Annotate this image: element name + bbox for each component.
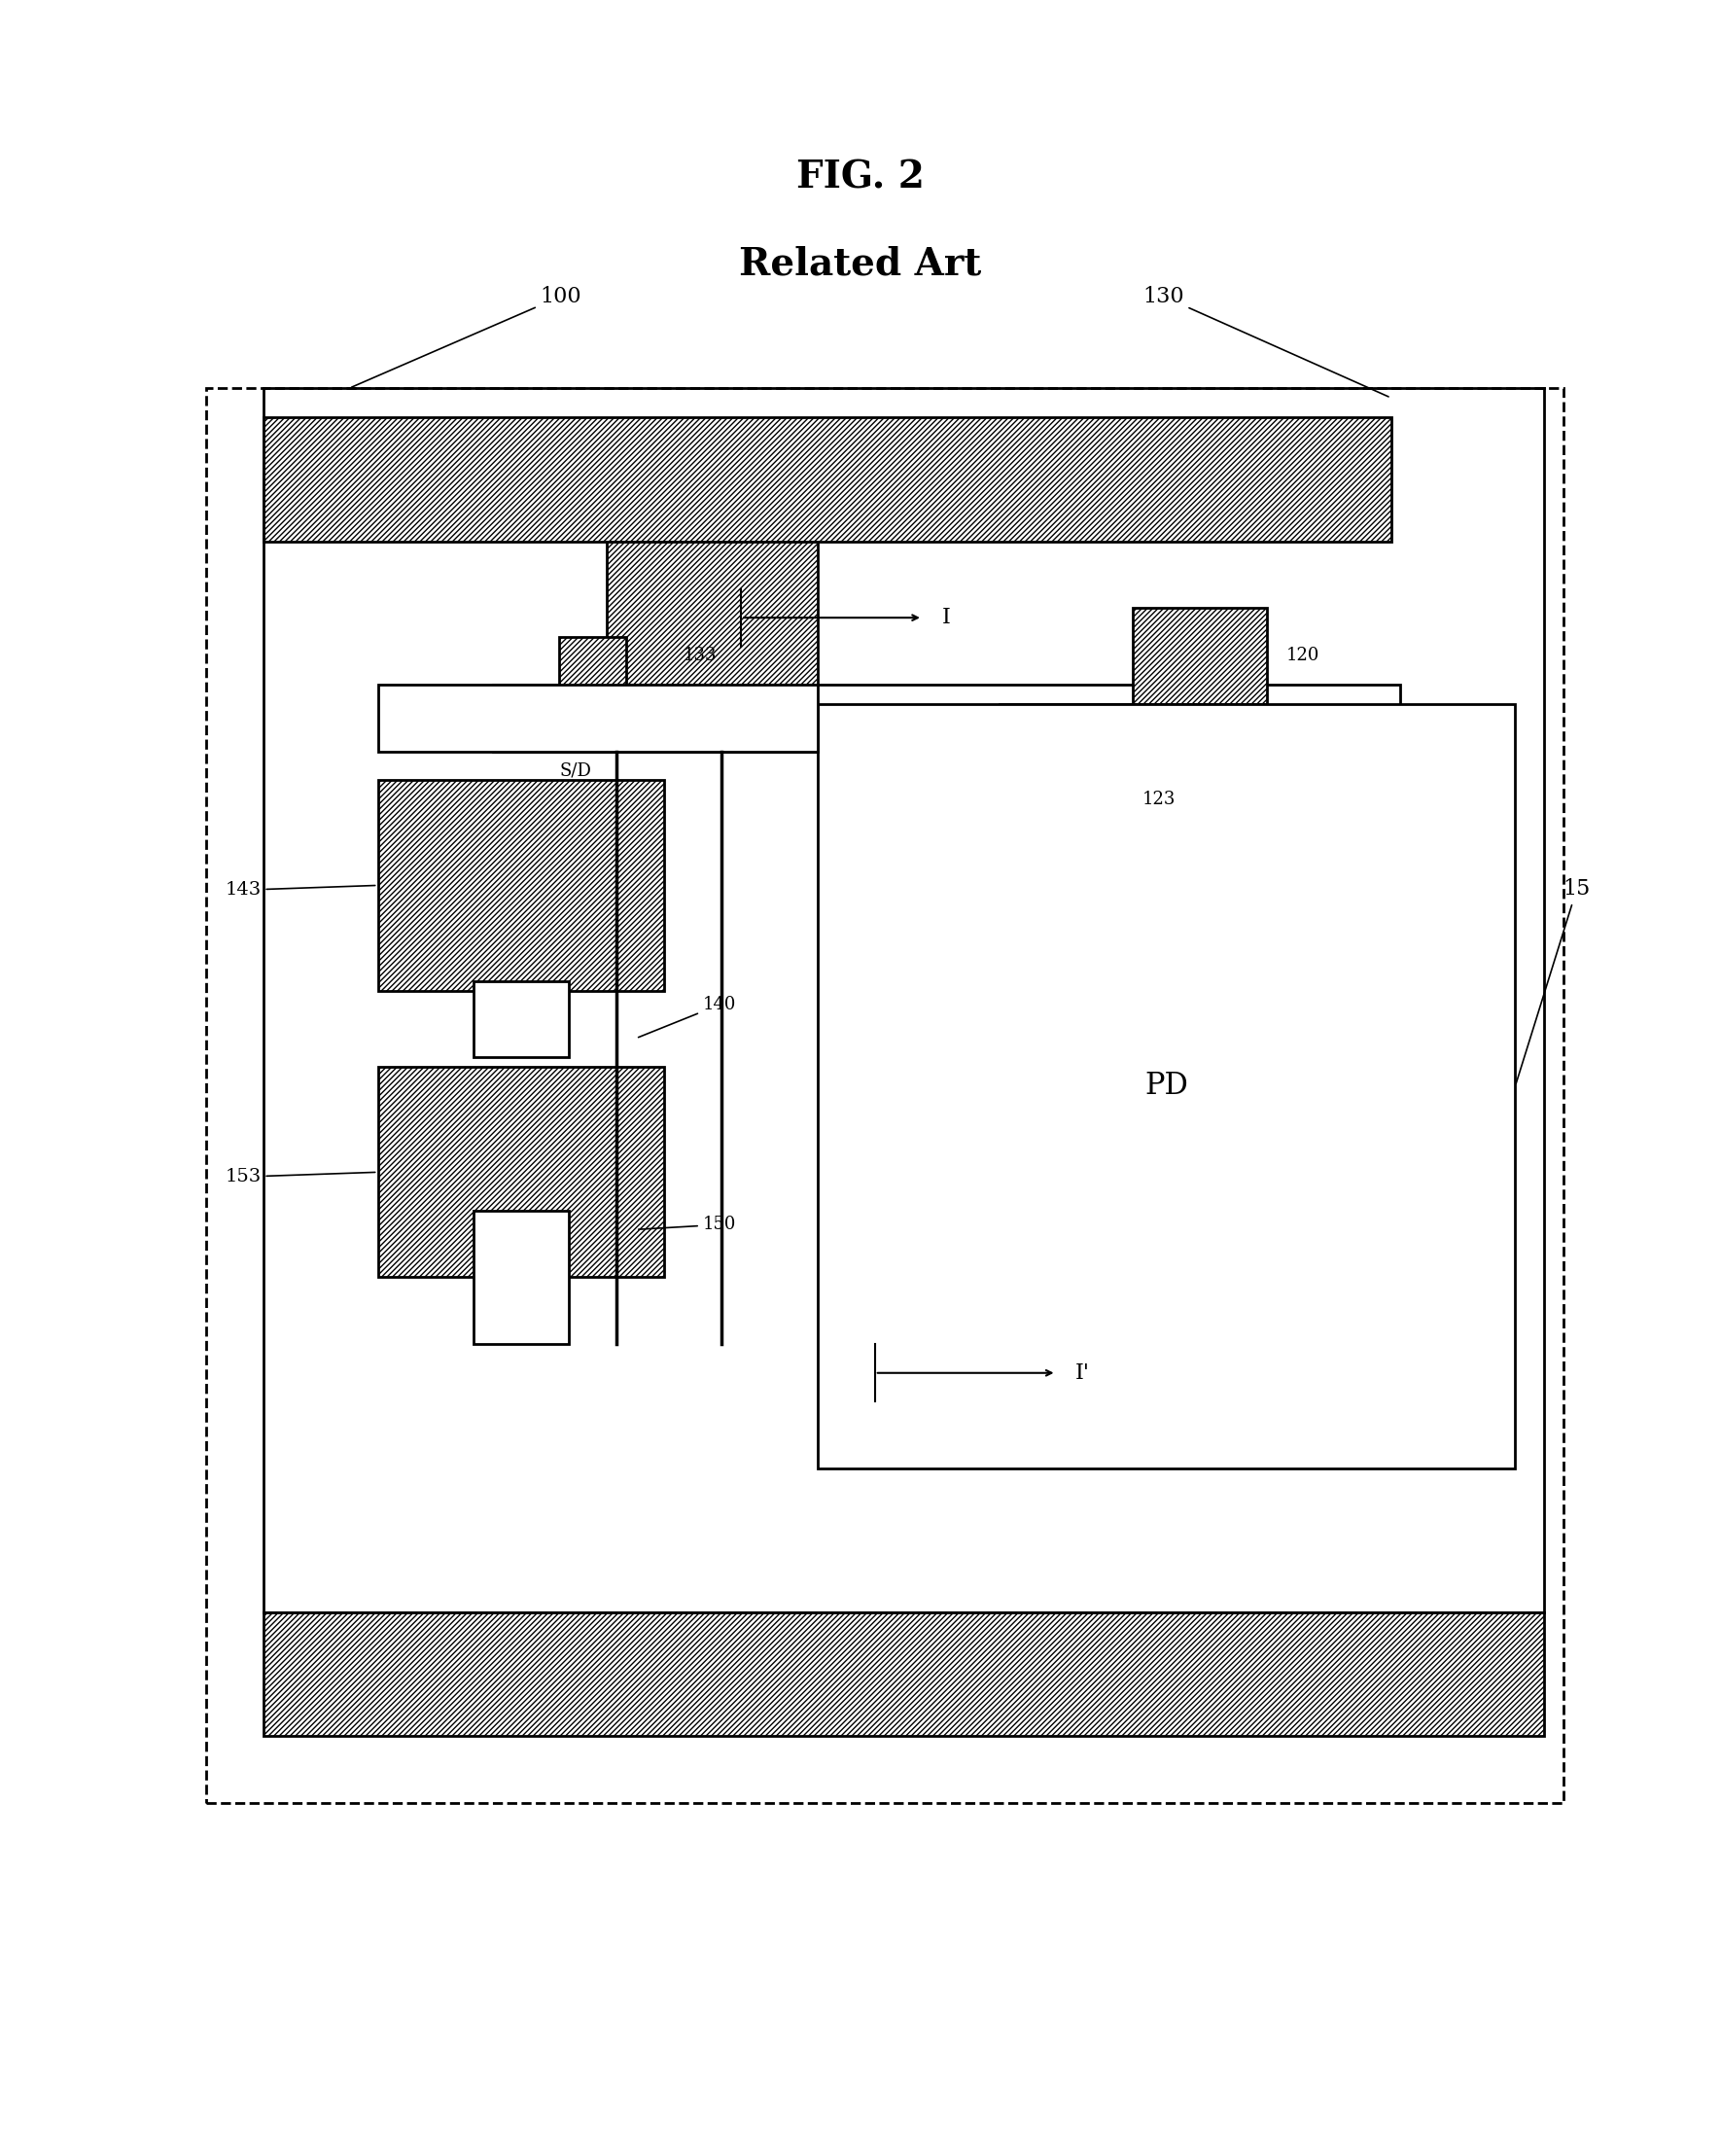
Bar <box>817 703 1514 1468</box>
Bar <box>263 1613 1544 1736</box>
Bar <box>379 686 817 752</box>
Text: Related Art: Related Art <box>740 246 981 282</box>
Text: PD: PD <box>1144 1072 1187 1102</box>
Text: I: I <box>941 608 950 627</box>
Text: 100: 100 <box>351 287 582 388</box>
Text: 120: 120 <box>1286 647 1320 664</box>
Text: FIG. 2: FIG. 2 <box>797 160 924 196</box>
Text: 143: 143 <box>225 882 375 899</box>
Bar <box>379 1067 664 1276</box>
Text: 15: 15 <box>1516 877 1590 1084</box>
Bar <box>492 686 1401 752</box>
Text: 153: 153 <box>225 1169 375 1186</box>
Bar <box>1132 608 1267 703</box>
Bar <box>473 1210 570 1343</box>
Text: I': I' <box>1076 1363 1089 1384</box>
Bar <box>1000 703 1132 800</box>
Text: 133: 133 <box>683 647 718 664</box>
Text: S/D: S/D <box>559 761 592 780</box>
Bar <box>263 416 1391 541</box>
Text: 150: 150 <box>638 1216 737 1233</box>
Bar <box>559 636 626 703</box>
Bar <box>608 541 817 703</box>
Bar <box>473 981 570 1056</box>
Bar <box>379 780 664 990</box>
Text: 140: 140 <box>638 996 737 1037</box>
Text: 123: 123 <box>1143 791 1175 808</box>
Text: 130: 130 <box>1143 287 1389 397</box>
